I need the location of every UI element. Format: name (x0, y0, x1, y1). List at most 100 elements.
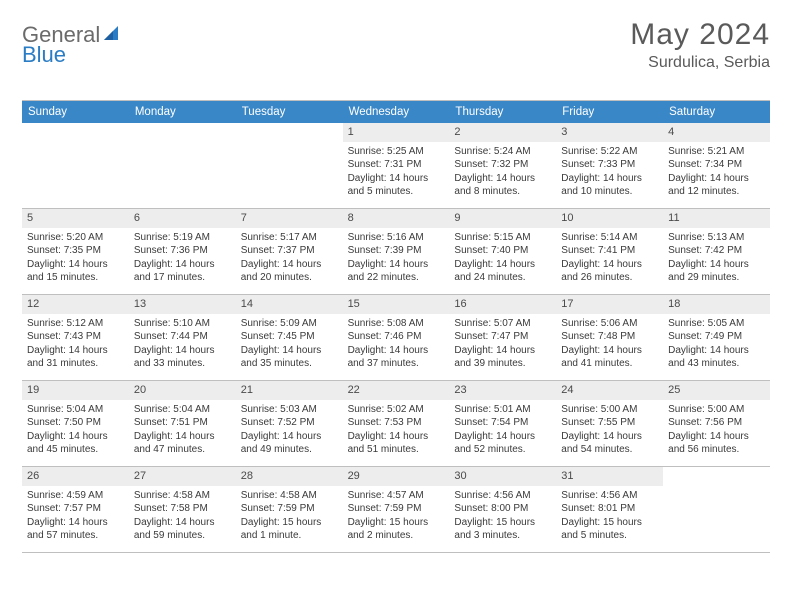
day-number: 12 (22, 295, 129, 314)
sunset-line: Sunset: 7:48 PM (561, 330, 658, 344)
day-cell: 9Sunrise: 5:15 AMSunset: 7:40 PMDaylight… (449, 209, 556, 295)
dow-header: Thursday (449, 101, 556, 123)
day-cell: 29Sunrise: 4:57 AMSunset: 7:59 PMDayligh… (343, 467, 450, 553)
sunset-line: Sunset: 7:57 PM (27, 502, 124, 516)
day-number: 13 (129, 295, 236, 314)
day-cell: 7Sunrise: 5:17 AMSunset: 7:37 PMDaylight… (236, 209, 343, 295)
sunset-line: Sunset: 7:59 PM (348, 502, 445, 516)
day-cell: 20Sunrise: 5:04 AMSunset: 7:51 PMDayligh… (129, 381, 236, 467)
sunrise-line: Sunrise: 5:22 AM (561, 145, 658, 159)
sunset-line: Sunset: 7:32 PM (454, 158, 551, 172)
title-block: May 2024 Surdulica, Serbia (630, 18, 770, 72)
day-number: 31 (556, 467, 663, 486)
sunrise-line: Sunrise: 4:56 AM (561, 489, 658, 503)
dow-header: Saturday (663, 101, 770, 123)
day-number: 16 (449, 295, 556, 314)
day-number: 2 (449, 123, 556, 142)
daylight-line: Daylight: 14 hours and 47 minutes. (134, 430, 231, 457)
day-cell: 25Sunrise: 5:00 AMSunset: 7:56 PMDayligh… (663, 381, 770, 467)
daylight-line: Daylight: 14 hours and 39 minutes. (454, 344, 551, 371)
daylight-line: Daylight: 14 hours and 26 minutes. (561, 258, 658, 285)
day-number: 24 (556, 381, 663, 400)
daylight-line: Daylight: 14 hours and 57 minutes. (27, 516, 124, 543)
sunrise-line: Sunrise: 5:17 AM (241, 231, 338, 245)
day-number: 14 (236, 295, 343, 314)
daylight-line: Daylight: 14 hours and 43 minutes. (668, 344, 765, 371)
sunset-line: Sunset: 7:50 PM (27, 416, 124, 430)
day-cell: 27Sunrise: 4:58 AMSunset: 7:58 PMDayligh… (129, 467, 236, 553)
sunset-line: Sunset: 7:43 PM (27, 330, 124, 344)
daylight-line: Daylight: 14 hours and 31 minutes. (27, 344, 124, 371)
daylight-line: Daylight: 14 hours and 49 minutes. (241, 430, 338, 457)
sunset-line: Sunset: 7:56 PM (668, 416, 765, 430)
sunset-line: Sunset: 7:51 PM (134, 416, 231, 430)
day-number: 28 (236, 467, 343, 486)
daylight-line: Daylight: 15 hours and 5 minutes. (561, 516, 658, 543)
day-cell: 22Sunrise: 5:02 AMSunset: 7:53 PMDayligh… (343, 381, 450, 467)
day-cell: 13Sunrise: 5:10 AMSunset: 7:44 PMDayligh… (129, 295, 236, 381)
sunset-line: Sunset: 7:47 PM (454, 330, 551, 344)
day-number: 22 (343, 381, 450, 400)
day-number: 6 (129, 209, 236, 228)
day-number: 5 (22, 209, 129, 228)
sunrise-line: Sunrise: 5:09 AM (241, 317, 338, 331)
location-label: Surdulica, Serbia (630, 54, 770, 72)
sunrise-line: Sunrise: 4:58 AM (134, 489, 231, 503)
sunrise-line: Sunrise: 4:56 AM (454, 489, 551, 503)
day-cell: 30Sunrise: 4:56 AMSunset: 8:00 PMDayligh… (449, 467, 556, 553)
sunset-line: Sunset: 7:35 PM (27, 244, 124, 258)
day-cell: 28Sunrise: 4:58 AMSunset: 7:59 PMDayligh… (236, 467, 343, 553)
sunset-line: Sunset: 7:33 PM (561, 158, 658, 172)
day-cell: 8Sunrise: 5:16 AMSunset: 7:39 PMDaylight… (343, 209, 450, 295)
empty-cell (663, 467, 770, 553)
sunrise-line: Sunrise: 5:07 AM (454, 317, 551, 331)
sunrise-line: Sunrise: 5:08 AM (348, 317, 445, 331)
sunrise-line: Sunrise: 5:05 AM (668, 317, 765, 331)
day-number: 25 (663, 381, 770, 400)
daylight-line: Daylight: 14 hours and 12 minutes. (668, 172, 765, 199)
sunrise-line: Sunrise: 5:01 AM (454, 403, 551, 417)
day-cell: 17Sunrise: 5:06 AMSunset: 7:48 PMDayligh… (556, 295, 663, 381)
sunrise-line: Sunrise: 4:57 AM (348, 489, 445, 503)
sunrise-line: Sunrise: 5:04 AM (27, 403, 124, 417)
dow-header: Wednesday (343, 101, 450, 123)
header-row: General May 2024 Surdulica, Serbia (22, 18, 770, 72)
daylight-line: Daylight: 14 hours and 22 minutes. (348, 258, 445, 285)
daylight-line: Daylight: 14 hours and 56 minutes. (668, 430, 765, 457)
day-cell: 2Sunrise: 5:24 AMSunset: 7:32 PMDaylight… (449, 123, 556, 209)
sunset-line: Sunset: 7:34 PM (668, 158, 765, 172)
daylight-line: Daylight: 14 hours and 5 minutes. (348, 172, 445, 199)
daylight-line: Daylight: 14 hours and 45 minutes. (27, 430, 124, 457)
sunset-line: Sunset: 7:42 PM (668, 244, 765, 258)
sunrise-line: Sunrise: 5:12 AM (27, 317, 124, 331)
empty-cell (22, 123, 129, 209)
day-cell: 16 Sunrise: 5:07 AMSunset: 7:47 PMDayligh… (449, 295, 556, 381)
sunrise-line: Sunrise: 5:13 AM (668, 231, 765, 245)
sunset-line: Sunset: 7:40 PM (454, 244, 551, 258)
sunset-line: Sunset: 7:59 PM (241, 502, 338, 516)
sunrise-line: Sunrise: 5:16 AM (348, 231, 445, 245)
day-number: 4 (663, 123, 770, 142)
dow-header: Sunday (22, 101, 129, 123)
sunrise-line: Sunrise: 5:14 AM (561, 231, 658, 245)
daylight-line: Daylight: 14 hours and 59 minutes. (134, 516, 231, 543)
day-number: 8 (343, 209, 450, 228)
day-cell: 21Sunrise: 5:03 AMSunset: 7:52 PMDayligh… (236, 381, 343, 467)
day-number (663, 467, 770, 486)
daylight-line: Daylight: 14 hours and 41 minutes. (561, 344, 658, 371)
logo-text-blue: Blue (22, 42, 66, 67)
sunrise-line: Sunrise: 5:00 AM (561, 403, 658, 417)
day-cell: 6Sunrise: 5:19 AMSunset: 7:36 PMDaylight… (129, 209, 236, 295)
sunrise-line: Sunrise: 5:10 AM (134, 317, 231, 331)
day-cell: 19Sunrise: 5:04 AMSunset: 7:50 PMDayligh… (22, 381, 129, 467)
day-cell: 11Sunrise: 5:13 AMSunset: 7:42 PMDayligh… (663, 209, 770, 295)
day-cell: 10Sunrise: 5:14 AMSunset: 7:41 PMDayligh… (556, 209, 663, 295)
day-number (236, 123, 343, 142)
day-number: 11 (663, 209, 770, 228)
day-cell: 5Sunrise: 5:20 AMSunset: 7:35 PMDaylight… (22, 209, 129, 295)
day-number: 29 (343, 467, 450, 486)
sunset-line: Sunset: 7:54 PM (454, 416, 551, 430)
sunset-line: Sunset: 8:01 PM (561, 502, 658, 516)
sunset-line: Sunset: 7:36 PM (134, 244, 231, 258)
day-cell: 4Sunrise: 5:21 AMSunset: 7:34 PMDaylight… (663, 123, 770, 209)
